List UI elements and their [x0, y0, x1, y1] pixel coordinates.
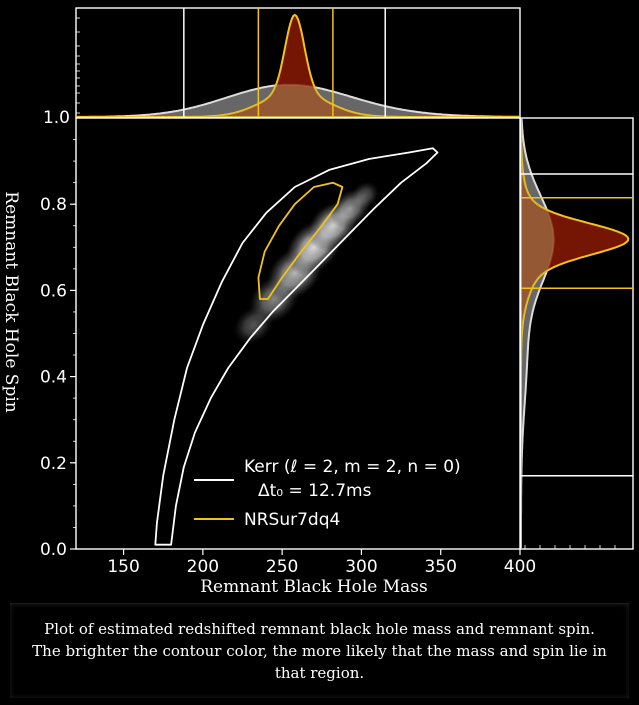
- x-tick-label: 300: [345, 557, 377, 577]
- nrsur-mass-marginal: [76, 13, 520, 117]
- right-marginal-panel: [520, 117, 634, 550]
- right-marginal-frame: [520, 117, 634, 550]
- density-blob: [349, 181, 380, 210]
- y-tick-label: 0.2: [40, 454, 67, 474]
- y-tick-label: 0.0: [40, 540, 67, 560]
- x-tick-label: 400: [504, 557, 536, 577]
- mass-overlap: [76, 84, 520, 117]
- x-tick-label: 350: [424, 557, 456, 577]
- kerr-contour: [154, 147, 439, 546]
- density-heatmap: [233, 181, 380, 345]
- nrsur-spin-marginal: [521, 118, 630, 549]
- top-marginal-tick-label: 1.0: [43, 108, 70, 128]
- main-panel: 150 200 250 300 350 400 0.0 0.2 0.4 0.6 0.8: [40, 117, 536, 577]
- x-tick-label: 250: [266, 557, 298, 577]
- main-panel-frame: [75, 117, 521, 550]
- nrsur-contour: [257, 181, 344, 300]
- x-tick-label: 200: [187, 557, 219, 577]
- figure-caption: Plot of estimated redshifted remnant bla…: [32, 620, 607, 682]
- y-tick-label: 0.8: [40, 195, 67, 215]
- y-axis-label: Remnant Black Hole Spin: [1, 191, 21, 412]
- x-tick-label: 150: [107, 557, 139, 577]
- x-axis-label: Remnant Black Hole Mass: [200, 577, 428, 597]
- y-tick-label: 0.4: [40, 368, 67, 388]
- figure: 1.0 150 200 250 300 350 400 0.0 0.2 0.4 0.6 0.8 R…: [1, 7, 634, 597]
- legend-kerr-label-line2: Δt₀ = 12.7ms: [258, 481, 372, 501]
- caption-box: Plot of estimated redshifted remnant bla…: [10, 603, 629, 698]
- spin-overlap: [521, 118, 554, 549]
- y-tick-label: 0.6: [40, 281, 67, 301]
- legend-nrsur-label: NRSur7dq4: [244, 510, 340, 530]
- legend: Kerr (ℓ = 2, m = 2, n = 0) Δt₀ = 12.7ms …: [194, 457, 461, 530]
- legend-kerr-label: Kerr (ℓ = 2, m = 2, n = 0): [244, 457, 461, 477]
- top-marginal-panel: 1.0: [43, 7, 521, 128]
